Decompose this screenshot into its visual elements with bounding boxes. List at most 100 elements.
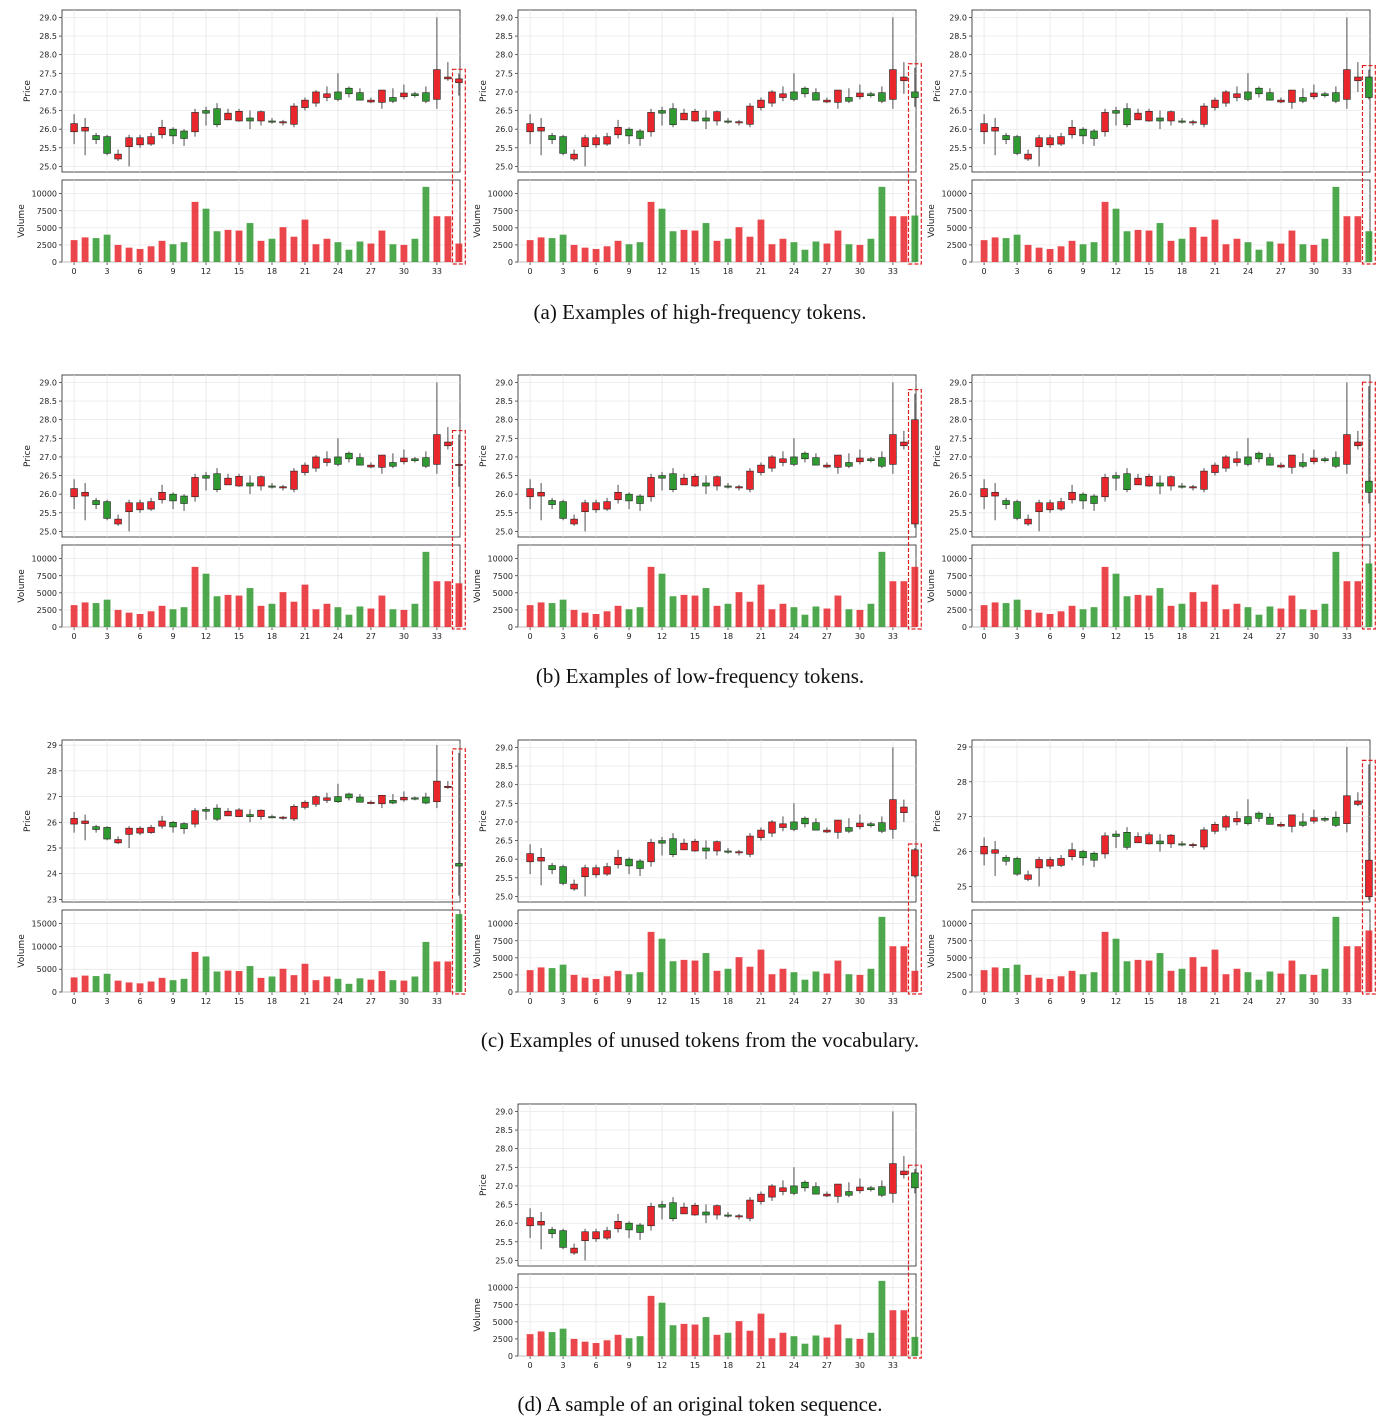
x-tick-label: 6 [594,632,599,641]
x-tick-label: 18 [723,267,733,276]
x-tick-label: 18 [1177,267,1187,276]
volume-bar [422,186,430,262]
candle-body [658,475,666,479]
volume-bar [81,237,89,262]
volume-bar [323,238,331,262]
x-tick-label: 18 [1177,997,1187,1006]
x-tick-label: 21 [1210,997,1220,1006]
volume-bar [345,249,353,262]
volume-tick-label: 15000 [32,920,57,929]
price-tick-label: 26.5 [39,107,57,116]
candle-body [867,93,875,96]
volume-tick-label: 2500 [493,971,513,980]
x-tick-label: 6 [1048,632,1053,641]
candle-body [422,457,430,467]
volume-bar [169,609,177,627]
candle-body [702,1211,710,1216]
volume-bar [746,236,754,262]
price-tick-label: 29.0 [495,378,513,387]
candle-body [548,865,556,870]
x-tick-label: 33 [1342,632,1352,641]
candle-body [81,127,89,132]
price-tick-label: 25 [47,844,57,853]
price-axis-label: Price [933,80,943,102]
x-tick-label: 33 [432,997,442,1006]
price-tick-label: 26 [47,818,57,827]
candle-body [1266,92,1274,101]
volume-bar [224,229,232,262]
volume-bar [213,231,221,262]
volume-bar [526,970,534,992]
volume-bar [158,240,166,262]
volume-bar [246,223,254,262]
volume-bar [180,607,188,627]
candle-body [1211,464,1219,473]
x-tick-label: 9 [170,632,175,641]
volume-bar [1090,607,1098,627]
price-tick-label: 27.0 [949,453,967,462]
volume-bar [889,581,897,627]
price-tick-label: 27.5 [39,434,57,443]
candle-body [691,110,699,122]
volume-bar [581,977,589,992]
volume-bar [1233,968,1241,992]
x-tick-label: 21 [1210,267,1220,276]
volume-bar [713,240,721,262]
x-tick-label: 9 [1080,267,1085,276]
price-tick-label: 25.5 [495,509,513,518]
x-tick-label: 0 [528,1361,533,1370]
volume-bar [1101,931,1109,992]
candle-body [856,822,864,828]
volume-bar [1046,614,1054,627]
volume-bar [1365,563,1373,627]
volume-bar [581,612,589,627]
volume-bar [92,976,100,992]
candle-body [1277,464,1285,468]
candle-body [878,822,886,832]
volume-bar [70,977,78,992]
price-tick-label: 29.0 [949,13,967,22]
candle-body [559,1230,567,1248]
candle-body [625,128,633,137]
volume-bar [911,566,919,627]
candle-body [625,858,633,867]
volume-bar [389,244,397,262]
candle-body [603,501,611,510]
volume-bar [911,1336,919,1356]
volume-tick-label: 2500 [37,241,57,250]
candle-body [592,137,600,146]
candle-body [147,827,155,833]
candle-body [1112,833,1120,837]
candle-body [669,108,677,126]
volume-bar [290,601,298,627]
price-tick-label: 27.5 [949,434,967,443]
x-tick-label: 27 [366,997,376,1006]
candle-body [345,87,353,95]
x-tick-label: 21 [300,632,310,641]
volume-bar [1079,974,1087,992]
candle-body [878,457,886,467]
volume-tick-label: 7500 [493,937,513,946]
candle-body [367,801,375,804]
candle-body [1068,127,1076,136]
volume-tick-label: 0 [52,258,57,267]
x-tick-label: 12 [657,997,667,1006]
volume-bar [1145,595,1153,627]
price-tick-label: 28.0 [495,51,513,60]
volume-bar [1365,930,1373,992]
price-tick-label: 27.0 [495,818,513,827]
volume-bar [1332,551,1340,627]
volume-bar [1200,966,1208,992]
volume-bar [636,972,644,992]
candle-body [1046,137,1054,146]
candle-body [213,807,221,820]
price-axis-label: Price [23,810,33,832]
candle-body [570,518,578,525]
volume-tick-label: 2500 [947,971,967,980]
candle-body [834,454,842,468]
highlight-box [451,429,466,630]
candle-body [812,92,820,101]
volume-bar [812,1335,820,1356]
price-tick-label: 25.0 [495,892,513,901]
